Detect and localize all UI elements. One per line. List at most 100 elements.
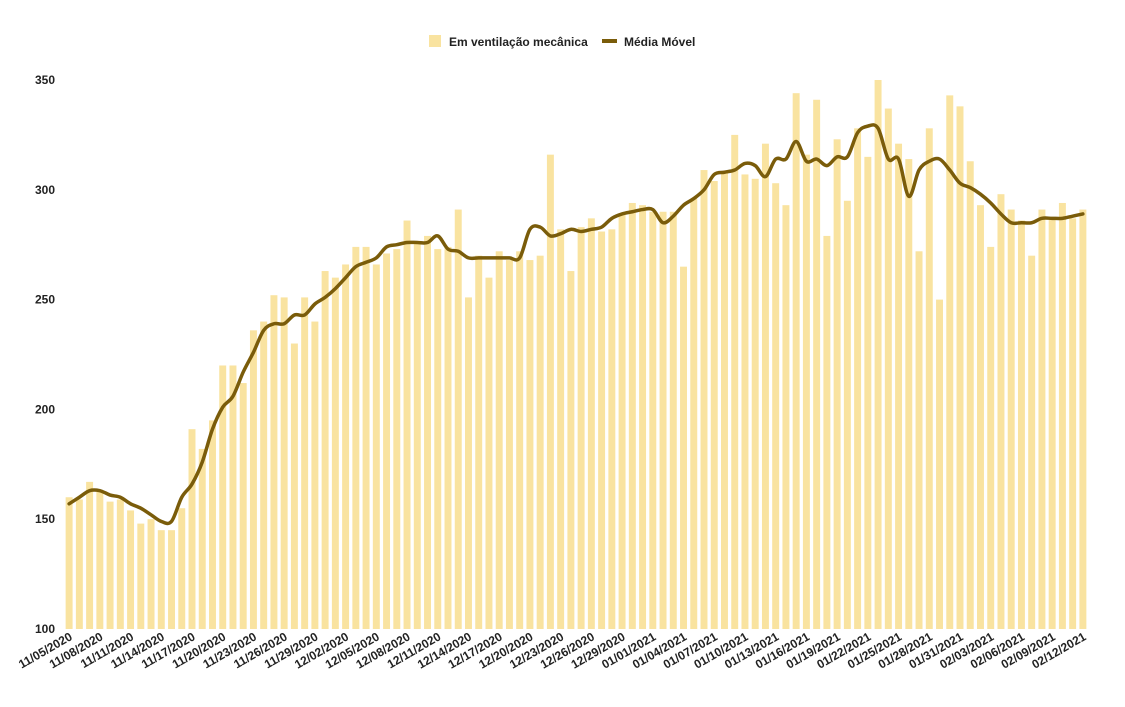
bar bbox=[127, 510, 135, 629]
bar bbox=[608, 229, 616, 629]
bar bbox=[465, 297, 472, 629]
bar bbox=[884, 108, 892, 630]
bar bbox=[587, 218, 595, 629]
bar bbox=[198, 448, 206, 629]
bar bbox=[403, 220, 411, 630]
bar bbox=[188, 429, 196, 629]
bar bbox=[864, 156, 872, 630]
bar bbox=[823, 235, 831, 630]
bar bbox=[485, 277, 493, 629]
bar bbox=[710, 181, 718, 629]
x-axis: 11/05/202011/08/202011/11/202011/14/2020… bbox=[16, 629, 1088, 671]
y-axis: 100 150 200 250 300 350 bbox=[35, 73, 55, 636]
bar bbox=[618, 213, 626, 629]
bar bbox=[741, 174, 749, 629]
bar bbox=[157, 530, 165, 629]
bar bbox=[761, 143, 769, 629]
bar bbox=[1028, 255, 1036, 629]
bar bbox=[505, 260, 513, 629]
bar bbox=[249, 330, 257, 629]
bar bbox=[526, 260, 534, 629]
bar bbox=[137, 523, 145, 629]
bar bbox=[628, 202, 636, 630]
bar bbox=[424, 235, 431, 630]
bar bbox=[301, 297, 309, 629]
legend: Em ventilação mecânica Média Móvel bbox=[429, 35, 695, 49]
bar bbox=[116, 499, 124, 629]
bar bbox=[1038, 209, 1046, 629]
bar bbox=[495, 251, 503, 630]
y-tick-label: 200 bbox=[35, 402, 55, 416]
bar bbox=[669, 211, 677, 629]
bar bbox=[1058, 202, 1066, 630]
bar bbox=[966, 161, 974, 629]
bar bbox=[843, 200, 851, 629]
bar bbox=[219, 365, 227, 629]
bar bbox=[1079, 209, 1087, 629]
bar bbox=[454, 209, 462, 629]
bar bbox=[598, 231, 606, 629]
bar bbox=[168, 530, 175, 629]
bar bbox=[802, 154, 810, 629]
bar bbox=[270, 295, 278, 629]
bar bbox=[895, 143, 903, 629]
y-tick-label: 100 bbox=[35, 622, 55, 636]
bar bbox=[813, 99, 821, 629]
bar bbox=[260, 321, 268, 629]
bar bbox=[383, 253, 391, 630]
bar bbox=[546, 154, 554, 629]
y-tick-label: 150 bbox=[35, 512, 55, 526]
bar bbox=[659, 211, 667, 629]
bar bbox=[372, 264, 380, 629]
moving-average-line bbox=[67, 123, 1085, 526]
bar bbox=[690, 198, 698, 629]
bar bbox=[331, 277, 339, 629]
bar bbox=[772, 183, 780, 629]
bar bbox=[475, 255, 483, 629]
bar bbox=[1017, 220, 1025, 630]
bar bbox=[75, 499, 83, 629]
bar bbox=[352, 246, 360, 629]
bar bbox=[106, 501, 114, 629]
bar bbox=[86, 481, 94, 629]
bar bbox=[946, 95, 954, 630]
bar bbox=[434, 249, 442, 629]
bar bbox=[649, 211, 657, 629]
bar bbox=[956, 106, 964, 630]
bar bbox=[977, 205, 984, 630]
bar bbox=[209, 420, 216, 629]
bar bbox=[792, 93, 800, 630]
legend-label-bars: Em ventilação mecânica bbox=[449, 35, 588, 49]
bar bbox=[997, 194, 1005, 629]
bar bbox=[311, 321, 319, 629]
bar bbox=[229, 365, 237, 629]
bar bbox=[854, 128, 862, 629]
series-line-media-movel bbox=[67, 123, 1085, 526]
bar bbox=[557, 229, 565, 629]
bar bbox=[147, 519, 155, 629]
bar bbox=[342, 264, 350, 629]
bar bbox=[536, 255, 544, 629]
bars bbox=[65, 80, 1087, 630]
bar bbox=[782, 205, 790, 630]
bar bbox=[516, 251, 524, 630]
bar bbox=[680, 266, 687, 629]
bar bbox=[567, 271, 575, 629]
bar bbox=[239, 383, 247, 629]
bar bbox=[1007, 209, 1015, 629]
bar bbox=[905, 159, 913, 629]
y-tick-label: 350 bbox=[35, 73, 55, 87]
bar bbox=[874, 80, 882, 629]
bar bbox=[290, 343, 298, 629]
bar bbox=[321, 271, 329, 629]
bar bbox=[178, 508, 186, 629]
bar bbox=[65, 497, 73, 629]
bar bbox=[280, 297, 288, 629]
bar bbox=[936, 299, 943, 629]
bar bbox=[731, 134, 739, 629]
bar bbox=[577, 227, 585, 629]
bar bbox=[393, 249, 401, 629]
legend-label-line: Média Móvel bbox=[624, 35, 695, 49]
bar bbox=[751, 178, 759, 629]
